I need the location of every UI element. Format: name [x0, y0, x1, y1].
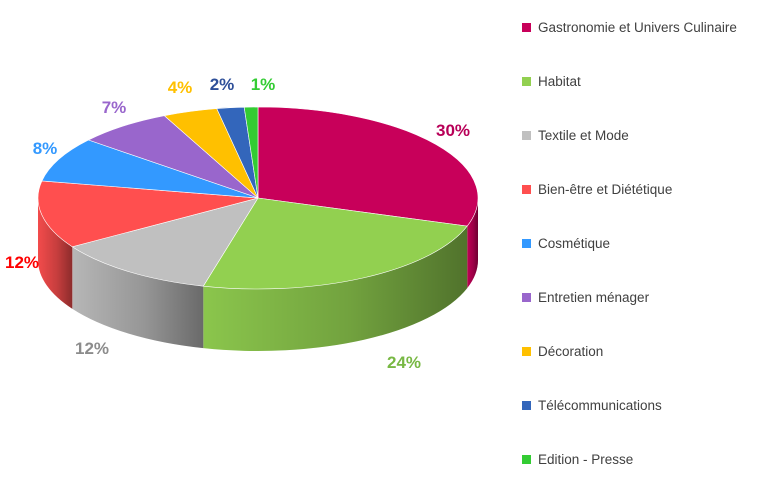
data-label-entretien-menager: 7%: [102, 98, 127, 117]
legend-swatch: [522, 77, 531, 86]
pie-slice-textile-et-mode: [71, 197, 259, 287]
pie-slice-gastronomie-et-univers-culinaire: [257, 106, 479, 227]
legend-swatch: [522, 401, 531, 410]
data-label-gastronomie-et-univers-culinaire: 30%: [436, 121, 470, 140]
legend-item-decoration: Décoration: [522, 344, 603, 359]
pie-slice-bien-etre-et-dietetique: [37, 180, 259, 248]
legend-label: Entretien ménager: [538, 290, 650, 305]
pie-slice-habitat: [202, 197, 468, 290]
pie-side-shade: [203, 226, 468, 352]
legend-label: Habitat: [538, 74, 581, 89]
legend-item-textile-et-mode: Textile et Mode: [522, 128, 629, 143]
legend-label: Cosmétique: [538, 236, 610, 251]
data-label-cosmetique: 8%: [33, 139, 58, 158]
legend-item-entretien-menager: Entretien ménager: [522, 290, 650, 305]
legend-item-gastronomie-et-univers-culinaire: Gastronomie et Univers Culinaire: [522, 20, 737, 35]
legend-swatch: [522, 185, 531, 194]
legend-swatch: [522, 131, 531, 140]
data-labels: 30% 24% 12% 12% 8% 7% 4% 2% 1%: [5, 75, 470, 372]
legend-swatch: [522, 23, 531, 32]
data-label-habitat: 24%: [387, 353, 421, 372]
legend-label: Edition - Presse: [538, 452, 633, 467]
legend-label: Télécommunications: [538, 398, 662, 413]
data-label-edition-presse: 1%: [251, 75, 276, 94]
data-label-decoration: 4%: [168, 78, 193, 97]
pie-sides: [38, 198, 478, 352]
legend-label: Textile et Mode: [538, 128, 629, 143]
legend-item-telecommunications: Télécommunications: [522, 398, 662, 413]
legend-swatch: [522, 347, 531, 356]
legend-item-bien-etre-et-dietetique: Bien-être et Diététique: [522, 182, 672, 197]
legend-swatch: [522, 293, 531, 302]
legend-label: Décoration: [538, 344, 603, 359]
legend-item-edition-presse: Edition - Presse: [522, 452, 633, 467]
legend-label: Gastronomie et Univers Culinaire: [538, 20, 737, 35]
pie-side-shade: [72, 246, 204, 349]
legend-item-habitat: Habitat: [522, 74, 581, 89]
legend-item-cosmetique: Cosmétique: [522, 236, 610, 251]
data-label-textile-et-mode: 12%: [75, 339, 109, 358]
pie-slice-cosmetique: [41, 139, 259, 199]
legend-swatch: [522, 239, 531, 248]
legend: Gastronomie et Univers Culinaire Habitat T…: [522, 20, 737, 467]
pie-slice-edition-presse: [243, 106, 259, 199]
pie-slices: [37, 106, 479, 290]
data-label-bien-etre-et-dietetique: 12%: [5, 253, 39, 272]
legend-swatch: [522, 455, 531, 464]
pie-side-shade: [467, 198, 478, 289]
pie-side-shade: [38, 198, 73, 309]
legend-label: Bien-être et Diététique: [538, 182, 672, 197]
data-label-telecommunications: 2%: [210, 75, 235, 94]
